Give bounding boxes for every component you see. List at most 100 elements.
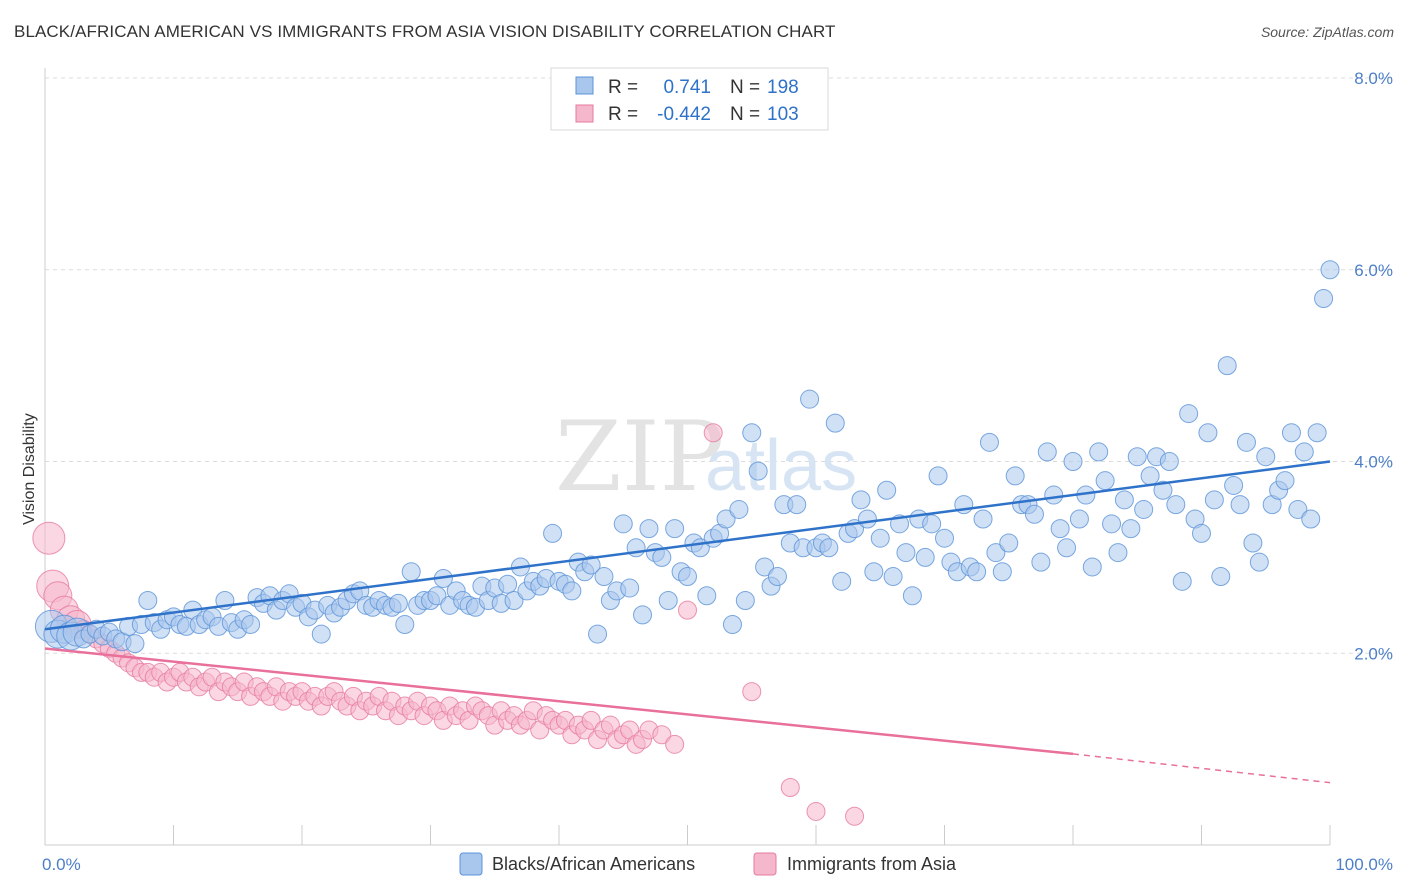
black-african-american-point <box>1102 514 1122 534</box>
black-african-american-point <box>620 578 640 598</box>
black-african-american-point <box>967 562 987 582</box>
black-african-american-point <box>1288 499 1308 519</box>
legend-n-label-2: N = <box>730 104 760 125</box>
black-african-american-point <box>1069 509 1089 529</box>
black-african-american-point <box>1179 404 1199 424</box>
black-african-american-point <box>658 591 678 611</box>
chart-title: BLACK/AFRICAN AMERICAN VS IMMIGRANTS FRO… <box>14 22 836 41</box>
black-african-american-point <box>825 413 845 433</box>
black-african-american-point <box>1166 495 1186 515</box>
black-african-american-point <box>1211 567 1231 587</box>
trendlines <box>44 460 1331 784</box>
watermark-zip: ZIP <box>555 401 724 513</box>
black-african-american-point <box>138 591 158 611</box>
legend-r-value-1: 0.741 <box>663 77 711 98</box>
black-african-american-point <box>125 634 145 654</box>
black-african-american-point <box>722 614 742 634</box>
black-african-american-point <box>388 593 408 613</box>
black-african-american-point <box>633 605 653 625</box>
black-african-american-point <box>1249 552 1269 572</box>
black-african-american-point <box>742 423 762 443</box>
black-african-american-point <box>755 557 775 577</box>
black-african-american-point <box>1159 452 1179 471</box>
black-african-american-point <box>588 624 608 644</box>
black-african-american-point <box>665 519 685 539</box>
watermark-atlas: atlas <box>705 426 857 506</box>
black-african-american-point <box>395 614 415 634</box>
source-credit: Source: ZipAtlas.com <box>1260 24 1394 40</box>
black-african-american-point <box>1307 423 1327 443</box>
black-african-american-point <box>241 614 261 634</box>
black-african-american-point <box>498 574 518 594</box>
black-african-american-point <box>832 571 852 591</box>
black-african-american-point <box>1108 543 1128 563</box>
black-african-american-point <box>870 528 890 548</box>
black-african-american-point <box>877 480 897 500</box>
black-african-american-point <box>928 466 948 486</box>
bottom-legend-label-pink: Immigrants from Asia <box>787 854 957 874</box>
black-african-american-point <box>311 624 331 644</box>
trendline-pink-extension <box>1072 753 1331 784</box>
axes <box>44 68 1331 846</box>
black-african-american-point <box>800 389 820 409</box>
black-african-american-point <box>1140 466 1160 486</box>
black-african-american-point <box>883 567 903 587</box>
trendline-pink <box>44 647 1074 756</box>
black-african-american-point <box>1121 519 1141 539</box>
black-african-american-point <box>1204 490 1224 510</box>
black-african-american-point <box>613 514 633 534</box>
black-african-american-point <box>1256 447 1276 467</box>
black-african-american-points <box>34 260 1340 654</box>
correlation-legend: R = 0.741 N = 198 R = -0.442 N = 103 <box>550 67 829 131</box>
black-african-american-point <box>935 528 954 548</box>
black-african-american-point <box>1294 442 1314 462</box>
black-african-american-point <box>652 547 672 567</box>
black-african-american-point <box>562 581 582 601</box>
black-african-american-point <box>1114 490 1134 510</box>
black-african-american-point <box>851 490 871 510</box>
black-african-american-point <box>1281 423 1301 443</box>
legend-r-label-1: R = <box>608 77 638 98</box>
black-african-american-point <box>1089 442 1109 462</box>
black-african-american-point <box>1192 523 1211 543</box>
black-african-american-point <box>1230 495 1250 515</box>
x-tick-label-1: 100.0% <box>1335 855 1393 874</box>
immigrants-asia-point <box>581 710 601 730</box>
legend-n-label-1: N = <box>730 77 760 98</box>
black-african-american-point <box>716 509 736 529</box>
black-african-american-point <box>594 567 614 587</box>
black-african-american-point <box>1134 499 1154 519</box>
black-african-american-point <box>748 461 768 481</box>
black-african-american-point <box>1243 533 1263 553</box>
immigrants-asia-point <box>742 682 762 702</box>
black-african-american-point <box>427 586 447 606</box>
black-african-american-point <box>986 543 1006 563</box>
immigrants-asia-point <box>652 725 672 745</box>
black-african-american-point <box>1198 423 1218 443</box>
x-tick-label-0: 0.0% <box>42 855 81 874</box>
black-african-american-point <box>1050 519 1070 539</box>
black-african-american-point <box>1037 442 1057 462</box>
black-african-american-point <box>543 523 563 543</box>
black-african-american-point <box>1082 557 1102 577</box>
black-african-american-point <box>1057 538 1077 558</box>
black-african-american-point <box>819 538 839 558</box>
black-african-american-point <box>1044 485 1064 505</box>
black-african-american-point <box>1320 260 1340 280</box>
legend-r-value-2: -0.442 <box>657 104 711 125</box>
black-african-american-point <box>639 519 659 539</box>
black-african-american-point <box>992 562 1012 582</box>
bottom-legend-swatch-pink <box>753 852 777 876</box>
black-african-american-point <box>1153 480 1173 500</box>
y-tick-label-1: 4.0% <box>1354 453 1393 472</box>
y-tick-labels: 2.0% 4.0% 6.0% 8.0% <box>1354 69 1393 663</box>
black-african-american-point <box>1217 356 1237 376</box>
black-african-american-point <box>581 555 601 575</box>
black-african-american-point <box>1301 509 1321 529</box>
legend-n-value-2: 103 <box>767 104 799 125</box>
gridlines <box>45 77 1392 654</box>
black-african-american-point <box>767 567 787 587</box>
immigrants-asia-point <box>665 734 685 754</box>
black-african-american-point <box>1127 447 1147 467</box>
